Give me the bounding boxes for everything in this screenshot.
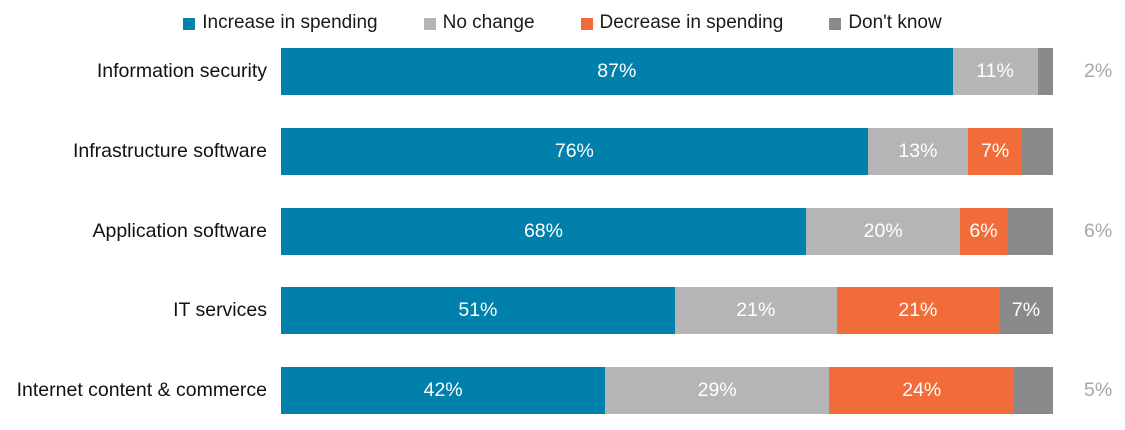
bar-segment: 87% [281,48,953,95]
bar-segment: 51% [281,287,675,334]
legend-swatch-icon [829,17,842,30]
segment-value-label: 24% [902,379,942,401]
segment-value-label: 6% [969,220,998,242]
segment-value-label: 7% [981,140,1010,162]
bar-segment: 11% [952,48,1038,95]
category-label: Application software [92,220,267,242]
bar-row: Infrastructure software 76% 13% 7% [0,128,1053,175]
legend-swatch-icon [183,17,196,30]
segment-value-label: 7% [1011,299,1041,321]
segment-value-label: 87% [597,60,637,82]
category-label: Internet content & commerce [16,379,267,401]
category-label: IT services [173,299,267,321]
segment-value-label: 11% [976,60,1014,82]
legend-label: Increase in spending [202,12,378,33]
bar-track: 51% 21% 21% 7% [281,287,1053,334]
bar-segment: 13% [867,128,969,175]
category-label: Infrastructure software [73,140,267,162]
bar-row: Internet content & commerce 42% 29% 24% 5% [0,367,1112,414]
bar-row: IT services 51% 21% 21% 7% [0,287,1053,334]
segment-value-label: 20% [863,220,903,242]
segment-value-label: 76% [554,140,594,162]
segment-value-label: 42% [423,379,463,401]
segment-value-label: 13% [898,140,938,162]
segment-value-label: 21% [736,299,776,321]
bar-segment [1014,367,1053,414]
outside-value-label: 5% [1084,379,1113,401]
bar-track: 87% 11% [281,48,1053,95]
chart-legend: Increase in spending No change Decrease in… [0,12,1125,34]
legend-swatch-icon [580,17,593,30]
bar-segment: 21% [836,287,999,334]
outside-value-label: 6% [1084,220,1113,242]
bar-row: Information security 87% 11% 2% [0,48,1112,95]
bar-row: Application software 68% 20% 6% 6% [0,208,1112,255]
legend-item: Don't know [829,12,942,34]
bar-track: 76% 13% 7% [281,128,1053,175]
segment-value-label: 68% [523,220,563,242]
bar-track: 42% 29% 24% [281,367,1053,414]
bar-segment: 76% [281,128,868,175]
segment-value-label: 29% [697,379,737,401]
bar-segment [1037,48,1053,95]
legend-label: No change [442,12,535,33]
legend-item: Decrease in spending [580,12,784,34]
bar-segment: 6% [960,208,1007,255]
bar-segment [1022,128,1053,175]
bar-segment: 21% [674,287,837,334]
segment-value-label: 21% [898,299,938,321]
category-label: Information security [96,60,267,82]
legend-item: No change [423,12,535,34]
bar-segment: 29% [605,367,830,414]
legend-label: Decrease in spending [599,12,784,33]
outside-value-label: 2% [1084,60,1113,82]
bar-track: 68% 20% 6% [281,208,1053,255]
legend-swatch-icon [423,17,436,30]
bar-segment: 7% [998,287,1053,334]
bar-segment: 68% [281,208,806,255]
bar-segment: 42% [281,367,606,414]
bar-segment [1006,208,1053,255]
legend-item: Increase in spending [183,12,378,34]
segment-value-label: 51% [458,299,498,321]
bar-segment: 20% [805,208,961,255]
bar-segment: 7% [968,128,1023,175]
legend-label: Don't know [848,12,942,33]
bar-segment: 24% [829,367,1015,414]
